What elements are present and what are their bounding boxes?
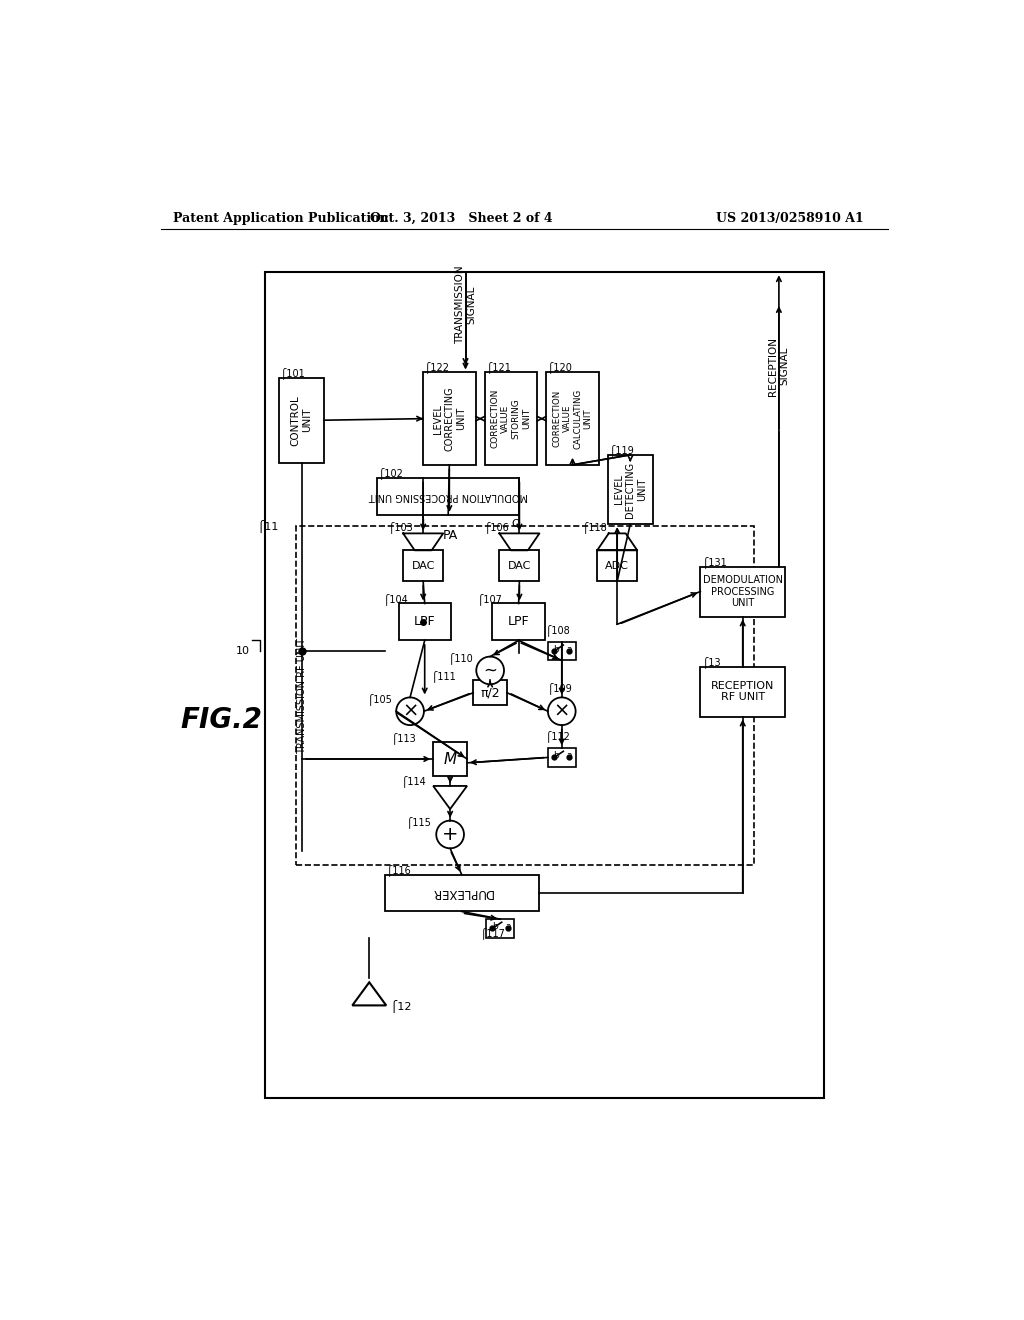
Bar	[608, 455, 652, 524]
Text: I: I	[422, 519, 425, 529]
Text: LEVEL
CORRECTING
UNIT: LEVEL CORRECTING UNIT	[433, 387, 466, 451]
Text: ⎧117: ⎧117	[480, 927, 506, 940]
Text: ⎧120: ⎧120	[547, 362, 573, 374]
Text: DAC: DAC	[508, 561, 531, 570]
Text: ⎧113: ⎧113	[390, 731, 416, 743]
Text: Oct. 3, 2013   Sheet 2 of 4: Oct. 3, 2013 Sheet 2 of 4	[371, 213, 553, 224]
Text: M: M	[443, 751, 457, 767]
Bar	[377, 478, 519, 515]
Text: ⎧116: ⎧116	[386, 865, 412, 876]
Text: ⎧112: ⎧112	[545, 730, 570, 742]
Text: ×: ×	[401, 702, 418, 721]
Text: DEMODULATION
PROCESSING
UNIT: DEMODULATION PROCESSING UNIT	[702, 576, 782, 609]
Text: a: a	[505, 923, 511, 932]
Bar	[473, 681, 507, 705]
Text: b: b	[492, 923, 498, 932]
Bar	[500, 550, 540, 581]
Text: b: b	[554, 751, 559, 760]
Bar	[547, 372, 599, 465]
Text: LEVEL
DETECTING
UNIT: LEVEL DETECTING UNIT	[613, 462, 647, 517]
Text: ⎧109: ⎧109	[547, 682, 572, 694]
Text: ADC: ADC	[605, 561, 629, 570]
Circle shape	[548, 697, 575, 725]
Text: TRANSMISSION
SIGNAL: TRANSMISSION SIGNAL	[455, 265, 476, 345]
Text: ⎧11: ⎧11	[257, 520, 280, 533]
Bar	[398, 603, 451, 640]
Bar	[296, 527, 755, 866]
Bar	[700, 566, 785, 616]
Circle shape	[436, 821, 464, 849]
Bar	[423, 372, 475, 465]
Text: ⎧105: ⎧105	[368, 693, 393, 705]
Text: DUPLEXER: DUPLEXER	[431, 887, 493, 899]
Text: TRANSMISSION RF UNIT: TRANSMISSION RF UNIT	[297, 638, 307, 754]
Bar	[265, 272, 823, 1098]
Text: ⎧131: ⎧131	[701, 556, 728, 568]
Text: ⎧115: ⎧115	[406, 816, 432, 829]
Bar	[700, 667, 785, 717]
Bar	[484, 372, 538, 465]
Text: RECEPTION
RF UNIT: RECEPTION RF UNIT	[711, 681, 774, 702]
Bar	[548, 748, 575, 767]
Text: Patent Application Publication: Patent Application Publication	[173, 213, 388, 224]
Text: ⎧118: ⎧118	[582, 521, 607, 533]
Bar	[597, 550, 637, 581]
Text: ⎧122: ⎧122	[424, 362, 450, 374]
Text: ⎧101: ⎧101	[280, 367, 306, 379]
Bar	[493, 603, 545, 640]
Text: CORRECTION
VALUE
STORING
UNIT: CORRECTION VALUE STORING UNIT	[490, 389, 531, 449]
Text: b: b	[554, 645, 559, 655]
Text: RECEPTION
SIGNAL: RECEPTION SIGNAL	[768, 337, 790, 396]
Text: DAC: DAC	[412, 561, 435, 570]
Bar	[433, 742, 467, 776]
Text: π/2: π/2	[480, 686, 500, 700]
Bar	[403, 550, 443, 581]
Text: CORRECTION
VALUE
CALCULATING
UNIT: CORRECTION VALUE CALCULATING UNIT	[552, 388, 593, 449]
Text: ⎧13: ⎧13	[701, 656, 722, 668]
Text: Q: Q	[511, 519, 520, 529]
Text: LPF: LPF	[414, 615, 435, 628]
Text: ⎧12: ⎧12	[389, 1001, 412, 1014]
Text: a: a	[566, 751, 572, 760]
Bar	[486, 919, 514, 937]
Text: ⎧114: ⎧114	[401, 776, 427, 788]
Text: ⎧111: ⎧111	[430, 671, 457, 682]
Text: US 2013/0258910 A1: US 2013/0258910 A1	[716, 213, 863, 224]
Text: 10: 10	[236, 647, 250, 656]
Text: ⎧108: ⎧108	[545, 624, 570, 636]
Text: PA: PA	[442, 529, 458, 543]
Text: ~: ~	[483, 661, 497, 680]
Text: ⎧110: ⎧110	[447, 652, 473, 664]
Text: CONTROL
UNIT: CONTROL UNIT	[291, 395, 312, 446]
Text: ×: ×	[554, 702, 570, 721]
Text: ⎧104: ⎧104	[383, 593, 409, 605]
Text: FIG.2: FIG.2	[180, 706, 262, 734]
Bar	[280, 378, 324, 462]
Text: a: a	[566, 645, 572, 655]
Text: MODULATION PROCESSING UNIT: MODULATION PROCESSING UNIT	[369, 491, 527, 502]
Text: ⎧102: ⎧102	[378, 467, 403, 479]
Circle shape	[396, 697, 424, 725]
Text: +: +	[442, 825, 459, 843]
Text: ⎧119: ⎧119	[608, 444, 635, 455]
Text: ⎧103: ⎧103	[388, 521, 414, 533]
Circle shape	[476, 656, 504, 684]
Text: LPF: LPF	[508, 615, 529, 628]
Text: ⎧107: ⎧107	[477, 593, 503, 605]
Text: ⎧121: ⎧121	[485, 362, 511, 374]
Bar	[385, 875, 539, 911]
Bar	[548, 642, 575, 660]
Text: ⎧106: ⎧106	[484, 521, 510, 533]
